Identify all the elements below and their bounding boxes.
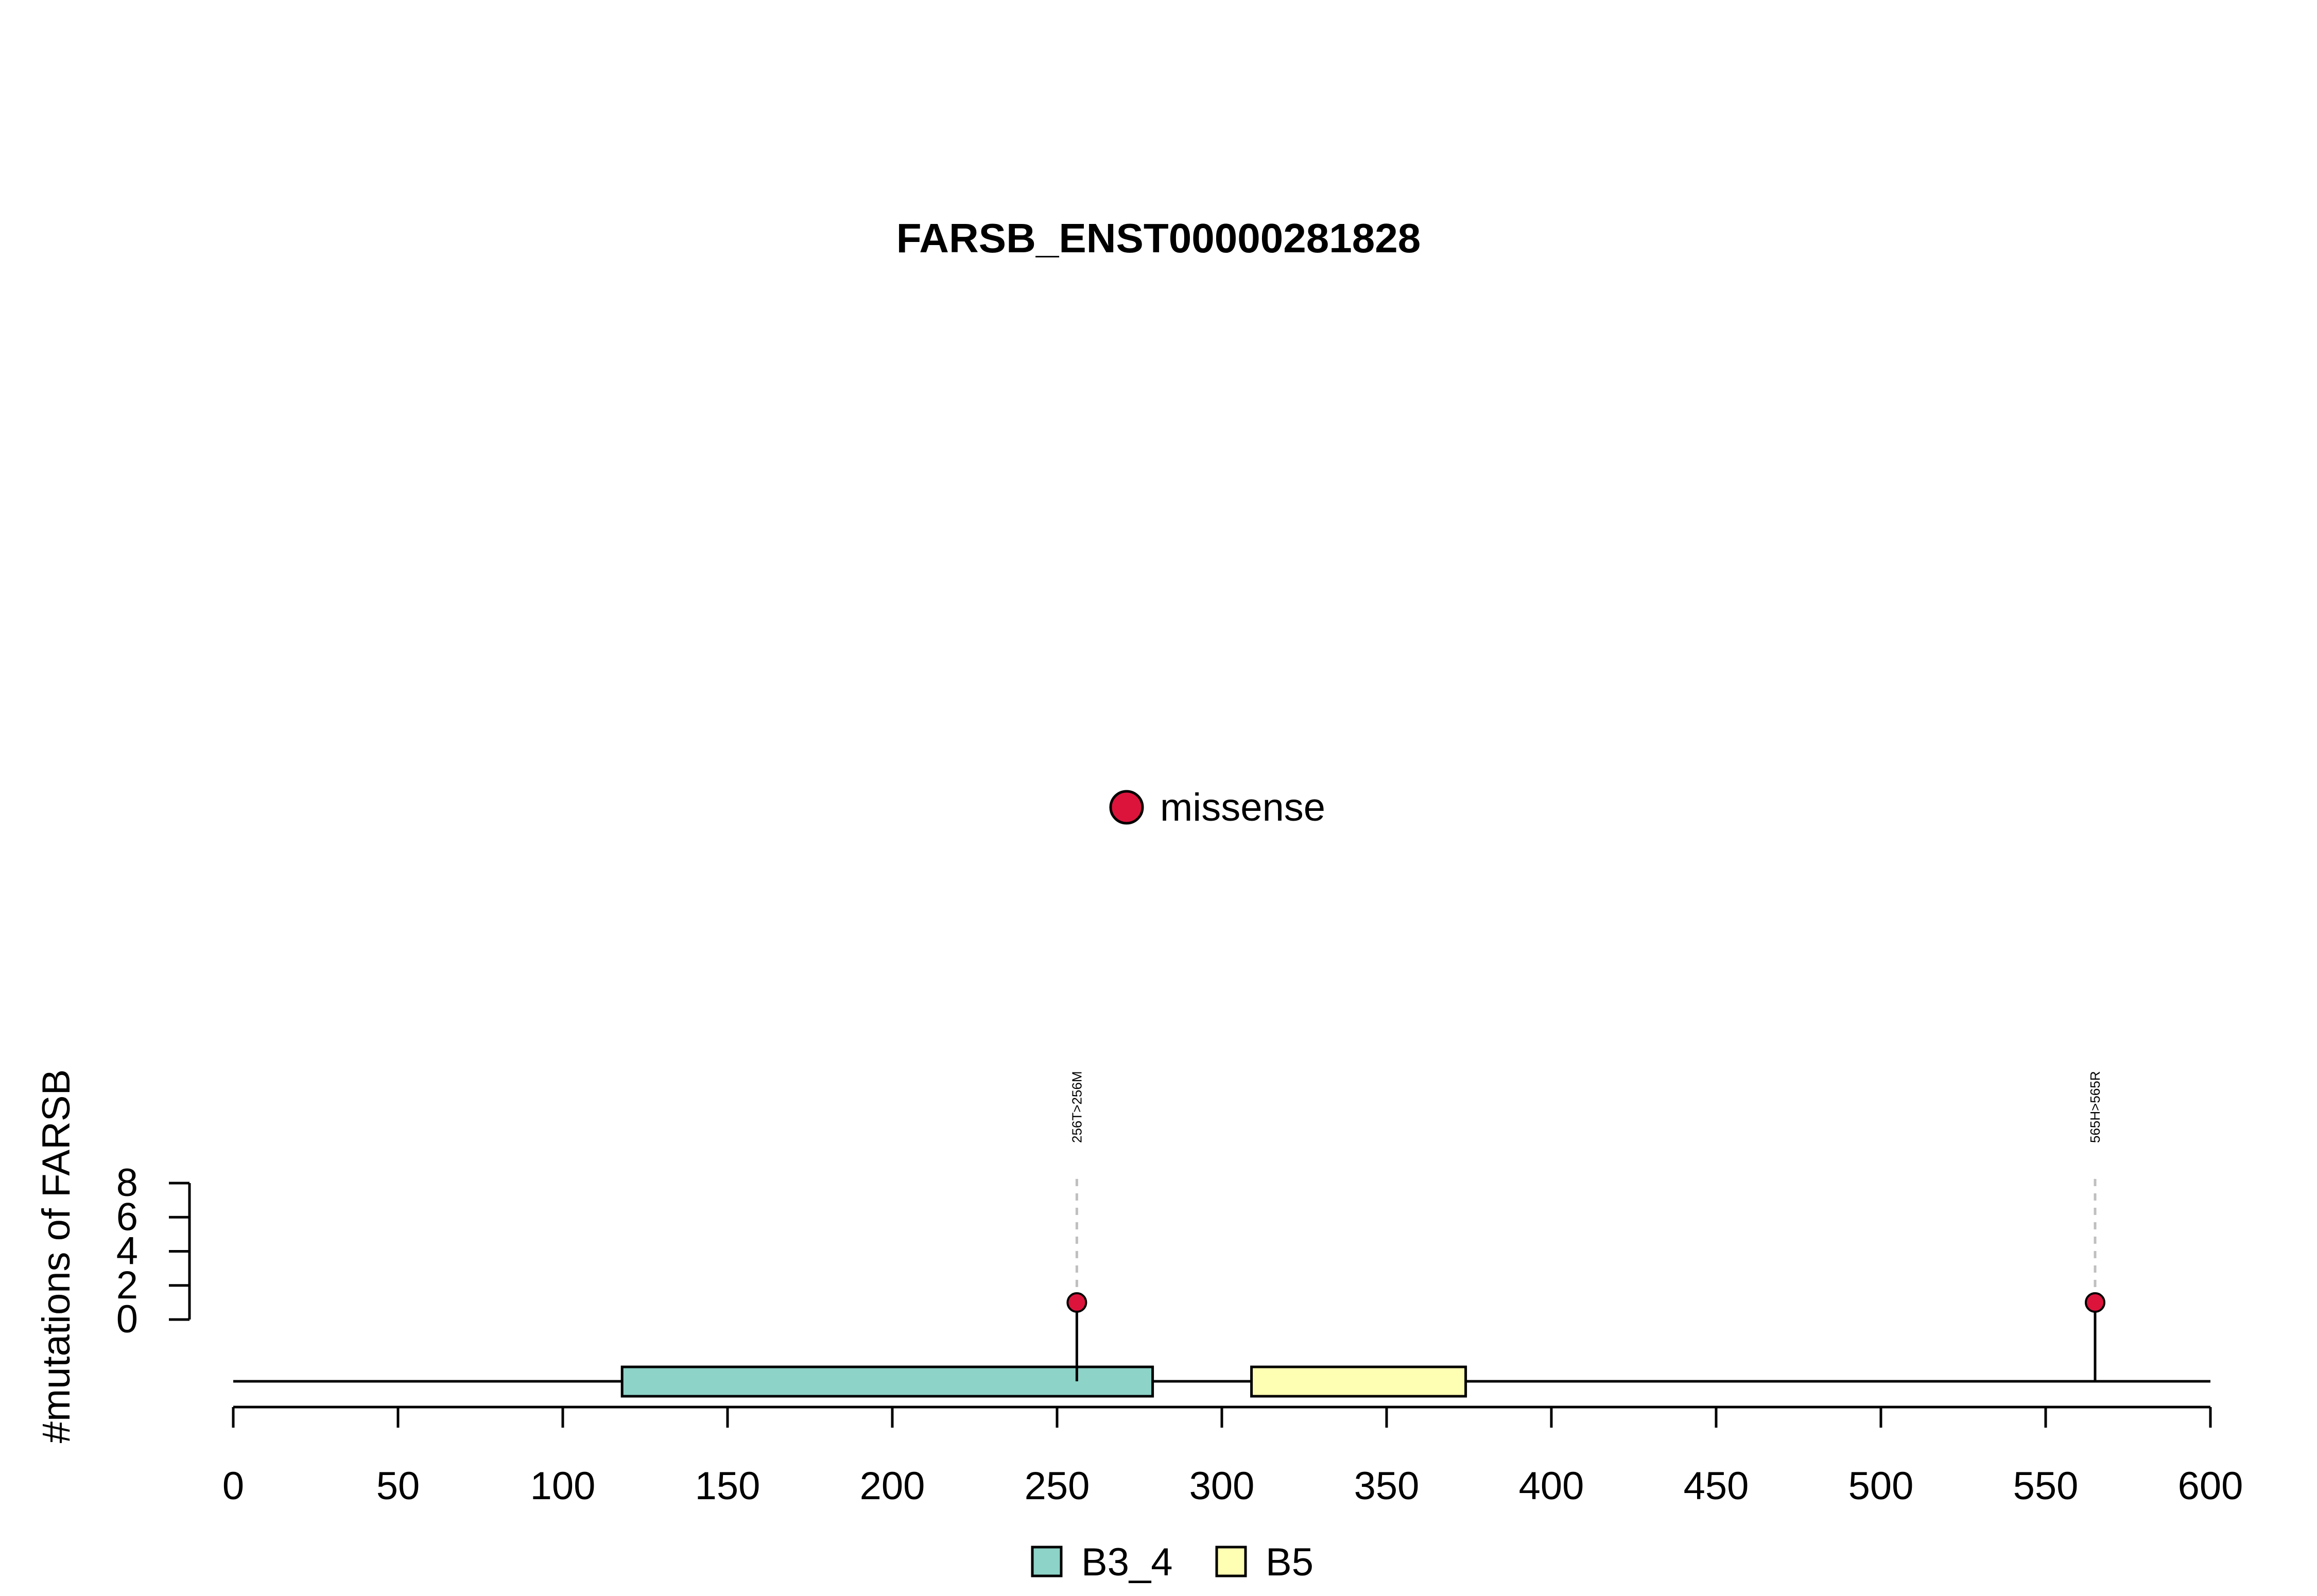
y-tick-label: 8 [116, 1161, 138, 1205]
x-tick-label: 450 [1684, 1464, 1749, 1508]
mutation-legend: missense [1109, 786, 1325, 829]
mutation-point [2085, 1292, 2105, 1313]
y-tick-label: 2 [116, 1263, 138, 1307]
legend-label: B5 [1266, 1540, 1313, 1584]
x-tick-label: 0 [222, 1464, 244, 1508]
domain-box [620, 1365, 1154, 1398]
x-tick-label: 300 [1189, 1464, 1255, 1508]
mutation-point [1066, 1292, 1087, 1313]
x-tick-label: 250 [1025, 1464, 1090, 1508]
x-tick-label: 100 [530, 1464, 596, 1508]
x-tick-label: 350 [1354, 1464, 1420, 1508]
x-tick-label: 50 [376, 1464, 420, 1508]
x-tick-label: 400 [1519, 1464, 1584, 1508]
legend-swatch [1031, 1546, 1063, 1577]
y-tick-label: 0 [116, 1297, 138, 1341]
x-tick-label: 600 [2178, 1464, 2243, 1508]
mutation-label: 565H>565R [2087, 1071, 2103, 1143]
domain-legend: B3_4 B5 [1031, 1540, 1313, 1584]
x-tick-label: 200 [860, 1464, 925, 1508]
legend-label: B3_4 [1081, 1540, 1173, 1584]
mutation-label: 256T>256M [1069, 1071, 1084, 1143]
x-axis: 0 50 100 150 200 250 300 350 400 450 500 550 600 [222, 1406, 2243, 1508]
chart-title: FARSB_ENST00000281828 [896, 215, 1421, 261]
y-tick-label: 6 [116, 1195, 138, 1239]
y-axis-label: #mutations of FARSB [34, 1069, 78, 1444]
x-tick-label: 150 [695, 1464, 760, 1508]
legend-label: missense [1160, 786, 1325, 829]
mutation-lollipops: 256T>256M 565H>565R [1066, 1071, 2105, 1381]
domain-box [1250, 1365, 1467, 1398]
domain-boxes [620, 1365, 1467, 1398]
legend-swatch [1215, 1546, 1247, 1577]
y-tick-label: 4 [116, 1229, 138, 1273]
legend-marker [1109, 790, 1144, 825]
x-tick-label: 550 [2013, 1464, 2079, 1508]
x-tick-label: 500 [1848, 1464, 1914, 1508]
